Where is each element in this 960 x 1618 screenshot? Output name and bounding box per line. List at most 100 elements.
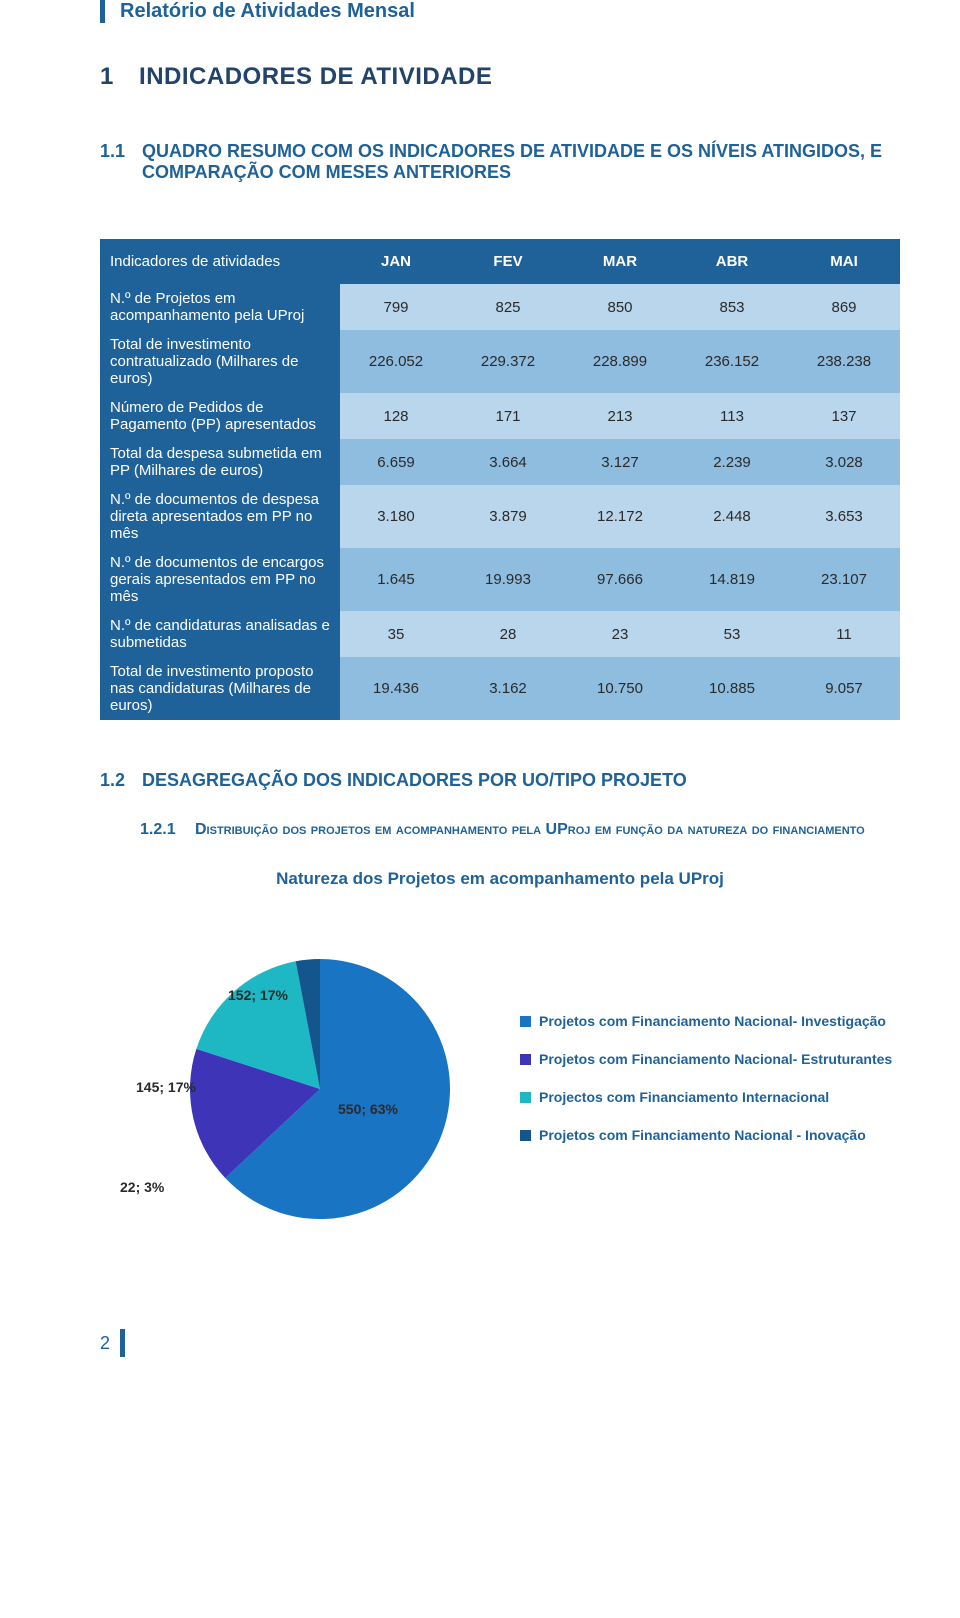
table-cell: 10.750 [564,657,676,720]
table-cell: 229.372 [452,330,564,393]
pie-slice-label: 152; 17% [228,987,288,1003]
pie-chart-title: Natureza dos Projetos em acompanhamento … [100,869,900,889]
legend-item: Projetos com Financiamento Nacional- Inv… [520,1013,892,1029]
section-1-title: INDICADORES DE ATIVIDADE [139,63,492,90]
page-number: 2 [100,1333,120,1354]
legend-label: Projetos com Financiamento Nacional- Inv… [539,1013,886,1029]
table-cell: 10.885 [676,657,788,720]
pie-slice-label: 22; 3% [120,1179,164,1195]
table-cell: 23 [564,611,676,657]
table-cell: 3.879 [452,485,564,548]
legend-swatch [520,1054,531,1065]
pie-chart-legend: Projetos com Financiamento Nacional- Inv… [520,1013,892,1165]
table-cell: 238.238 [788,330,900,393]
table-row-label: N.º de documentos de despesa direta apre… [100,485,340,548]
section-1-heading: 1 INDICADORES DE ATIVIDADE [100,63,900,91]
table-row: N.º de candidaturas analisadas e submeti… [100,611,900,657]
section-1-2-1-title: Distribuição dos projetos em acompanhame… [195,821,900,839]
table-cell: 825 [452,284,564,330]
table-header-row: Indicadores de atividades JAN FEV MAR AB… [100,236,900,284]
table-cell: 23.107 [788,548,900,611]
table-cell: 850 [564,284,676,330]
table-cell: 6.659 [340,439,452,485]
table-row: N.º de documentos de despesa direta apre… [100,485,900,548]
table-cell: 9.057 [788,657,900,720]
table-cell: 226.052 [340,330,452,393]
table-row-label: N.º de candidaturas analisadas e submeti… [100,611,340,657]
table-row: N.º de Projetos em acompanhamento pela U… [100,284,900,330]
table-cell: 2.239 [676,439,788,485]
table-cell: 11 [788,611,900,657]
table-cell: 3.127 [564,439,676,485]
table-row: Total de investimento proposto nas candi… [100,657,900,720]
table-cell: 3.664 [452,439,564,485]
table-row: N.º de documentos de encargos gerais apr… [100,548,900,611]
table-row-label: Número de Pedidos de Pagamento (PP) apre… [100,393,340,439]
table-col-abr: ABR [676,236,788,284]
table-cell: 3.653 [788,485,900,548]
section-1-2-number: 1.2 [100,770,142,791]
pie-chart: 550; 63% 152; 17% 145; 17% 22; 3% [100,929,480,1249]
table-row: Total de investimento contratualizado (M… [100,330,900,393]
legend-label: Projetos com Financiamento Nacional - In… [539,1127,866,1143]
table-cell: 113 [676,393,788,439]
table-col-mai: MAI [788,236,900,284]
table-head-label: Indicadores de atividades [100,236,340,284]
table-row-label: N.º de Projetos em acompanhamento pela U… [100,284,340,330]
table-cell: 53 [676,611,788,657]
table-row-label: Total de investimento proposto nas candi… [100,657,340,720]
table-cell: 1.645 [340,548,452,611]
legend-swatch [520,1092,531,1103]
table-cell: 19.993 [452,548,564,611]
table-cell: 3.028 [788,439,900,485]
pie-slice-label: 550; 63% [338,1101,398,1117]
table-col-fev: FEV [452,236,564,284]
legend-label: Projectos com Financiamento Internaciona… [539,1089,829,1105]
table-row: Total da despesa submetida em PP (Milhar… [100,439,900,485]
legend-item: Projectos com Financiamento Internaciona… [520,1089,892,1105]
table-cell: 12.172 [564,485,676,548]
section-1-1-title: QUADRO RESUMO COM OS INDICADORES DE ATIV… [142,141,900,183]
table-cell: 97.666 [564,548,676,611]
table-cell: 28 [452,611,564,657]
section-1-2-1-number: 1.2.1 [140,821,195,839]
table-cell: 35 [340,611,452,657]
page-header-title: Relatório de Atividades Mensal [120,0,900,23]
table-cell: 19.436 [340,657,452,720]
page-footer: 2 [100,1329,900,1357]
section-1-2-title: DESAGREGAÇÃO DOS INDICADORES POR UO/TIPO… [142,770,687,791]
footer-accent-line [120,1329,125,1357]
table-cell: 228.899 [564,330,676,393]
table-cell: 236.152 [676,330,788,393]
page-header: Relatório de Atividades Mensal [100,0,900,23]
legend-swatch [520,1130,531,1141]
table-cell: 3.162 [452,657,564,720]
section-1-number: 1 [100,63,114,90]
table-cell: 14.819 [676,548,788,611]
table-cell: 853 [676,284,788,330]
table-row: Número de Pedidos de Pagamento (PP) apre… [100,393,900,439]
table-row-label: N.º de documentos de encargos gerais apr… [100,548,340,611]
legend-swatch [520,1016,531,1027]
section-1-1-number: 1.1 [100,141,142,183]
legend-item: Projetos com Financiamento Nacional - In… [520,1127,892,1143]
table-cell: 128 [340,393,452,439]
indicators-table: Indicadores de atividades JAN FEV MAR AB… [100,233,900,720]
table-cell: 799 [340,284,452,330]
legend-item: Projetos com Financiamento Nacional- Est… [520,1051,892,1067]
pie-slice-label: 145; 17% [136,1079,196,1095]
legend-label: Projetos com Financiamento Nacional- Est… [539,1051,892,1067]
section-1-2-1-heading: 1.2.1 Distribuição dos projetos em acomp… [140,821,900,839]
table-cell: 137 [788,393,900,439]
table-cell: 869 [788,284,900,330]
table-col-mar: MAR [564,236,676,284]
table-cell: 3.180 [340,485,452,548]
table-cell: 171 [452,393,564,439]
table-cell: 2.448 [676,485,788,548]
section-1-2-heading: 1.2 DESAGREGAÇÃO DOS INDICADORES POR UO/… [100,770,900,791]
table-row-label: Total da despesa submetida em PP (Milhar… [100,439,340,485]
table-cell: 213 [564,393,676,439]
section-1-1-heading: 1.1 QUADRO RESUMO COM OS INDICADORES DE … [100,141,900,183]
table-col-jan: JAN [340,236,452,284]
table-row-label: Total de investimento contratualizado (M… [100,330,340,393]
